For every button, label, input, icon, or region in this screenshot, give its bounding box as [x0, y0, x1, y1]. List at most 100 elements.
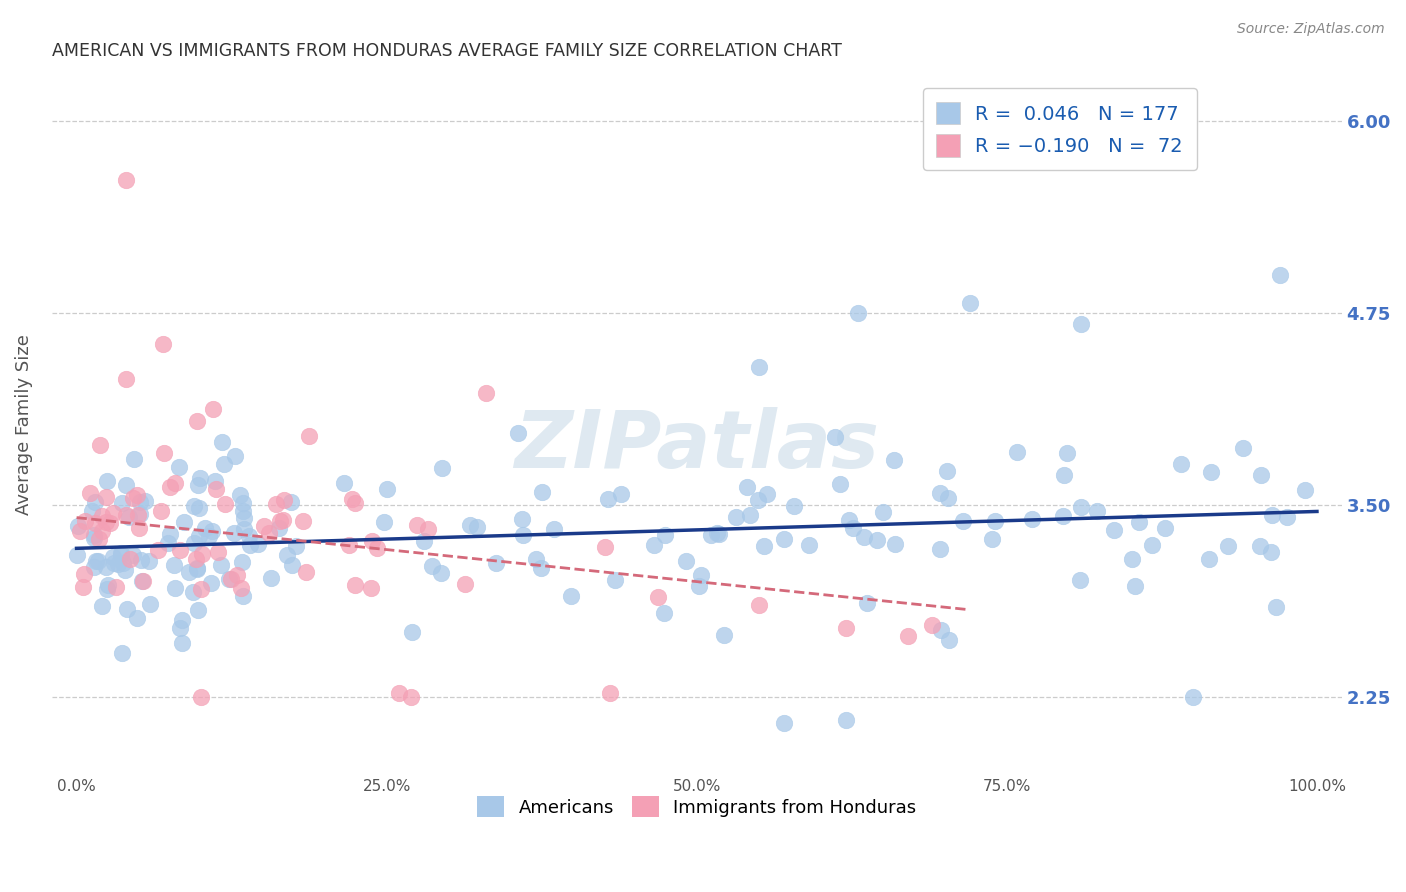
Point — [344, 578, 367, 592]
Point — [219, 572, 242, 586]
Point — [194, 521, 217, 535]
Point — [897, 629, 920, 643]
Point — [131, 574, 153, 589]
Point — [1070, 317, 1092, 331]
Point — [952, 514, 974, 528]
Point — [735, 480, 758, 494]
Point — [238, 529, 260, 543]
Point — [512, 512, 534, 526]
Point — [738, 508, 761, 523]
Point — [936, 464, 959, 478]
Point — [94, 491, 117, 505]
Point — [756, 486, 779, 500]
Point — [1294, 483, 1316, 497]
Point — [83, 528, 105, 542]
Point — [530, 561, 553, 575]
Point — [231, 555, 253, 569]
Point — [1250, 468, 1272, 483]
Point — [186, 562, 208, 576]
Point — [603, 573, 626, 587]
Point — [118, 509, 141, 524]
Point — [257, 525, 280, 540]
Point — [67, 518, 90, 533]
Point — [1140, 538, 1163, 552]
Point — [333, 475, 356, 490]
Point — [675, 554, 697, 568]
Point — [232, 496, 254, 510]
Point — [830, 476, 852, 491]
Point — [111, 646, 134, 660]
Point — [111, 557, 134, 571]
Point — [96, 582, 118, 597]
Point — [1128, 515, 1150, 529]
Point — [560, 589, 582, 603]
Point — [209, 558, 232, 572]
Point — [772, 532, 794, 546]
Point — [506, 426, 529, 441]
Point — [105, 580, 128, 594]
Point — [291, 514, 314, 528]
Point — [181, 585, 204, 599]
Point — [834, 621, 856, 635]
Point — [866, 533, 889, 547]
Point — [179, 565, 201, 579]
Point — [724, 509, 747, 524]
Point — [190, 690, 212, 705]
Point — [96, 474, 118, 488]
Point — [454, 577, 477, 591]
Point — [188, 501, 211, 516]
Point — [872, 505, 894, 519]
Point — [231, 589, 253, 603]
Point — [169, 620, 191, 634]
Point — [157, 536, 180, 550]
Point — [232, 504, 254, 518]
Point — [748, 598, 770, 612]
Point — [1085, 504, 1108, 518]
Point — [1053, 467, 1076, 482]
Legend: Americans, Immigrants from Honduras: Americans, Immigrants from Honduras — [470, 789, 924, 824]
Point — [647, 590, 669, 604]
Point — [115, 172, 138, 186]
Point — [596, 491, 619, 506]
Point — [834, 714, 856, 728]
Point — [273, 513, 295, 527]
Point — [543, 522, 565, 536]
Point — [190, 547, 212, 561]
Point — [183, 499, 205, 513]
Point — [200, 576, 222, 591]
Point — [120, 551, 142, 566]
Point — [360, 533, 382, 548]
Point — [204, 482, 226, 496]
Point — [121, 548, 143, 562]
Point — [1102, 523, 1125, 537]
Point — [128, 521, 150, 535]
Point — [134, 493, 156, 508]
Point — [298, 429, 321, 443]
Point — [207, 545, 229, 559]
Point — [211, 434, 233, 449]
Point — [198, 529, 221, 543]
Point — [84, 495, 107, 509]
Point — [643, 538, 665, 552]
Point — [1249, 539, 1271, 553]
Point — [689, 568, 711, 582]
Point — [709, 527, 731, 541]
Point — [97, 578, 120, 592]
Point — [748, 360, 770, 375]
Point — [79, 486, 101, 500]
Point — [1123, 579, 1146, 593]
Point — [842, 521, 865, 535]
Point — [264, 497, 287, 511]
Point — [783, 499, 806, 513]
Point — [853, 530, 876, 544]
Point — [688, 579, 710, 593]
Point — [91, 524, 114, 538]
Point — [86, 554, 108, 568]
Point — [280, 495, 302, 509]
Point — [186, 561, 208, 575]
Point — [201, 401, 224, 416]
Point — [1275, 509, 1298, 524]
Point — [122, 451, 145, 466]
Point — [96, 515, 118, 529]
Point — [512, 528, 534, 542]
